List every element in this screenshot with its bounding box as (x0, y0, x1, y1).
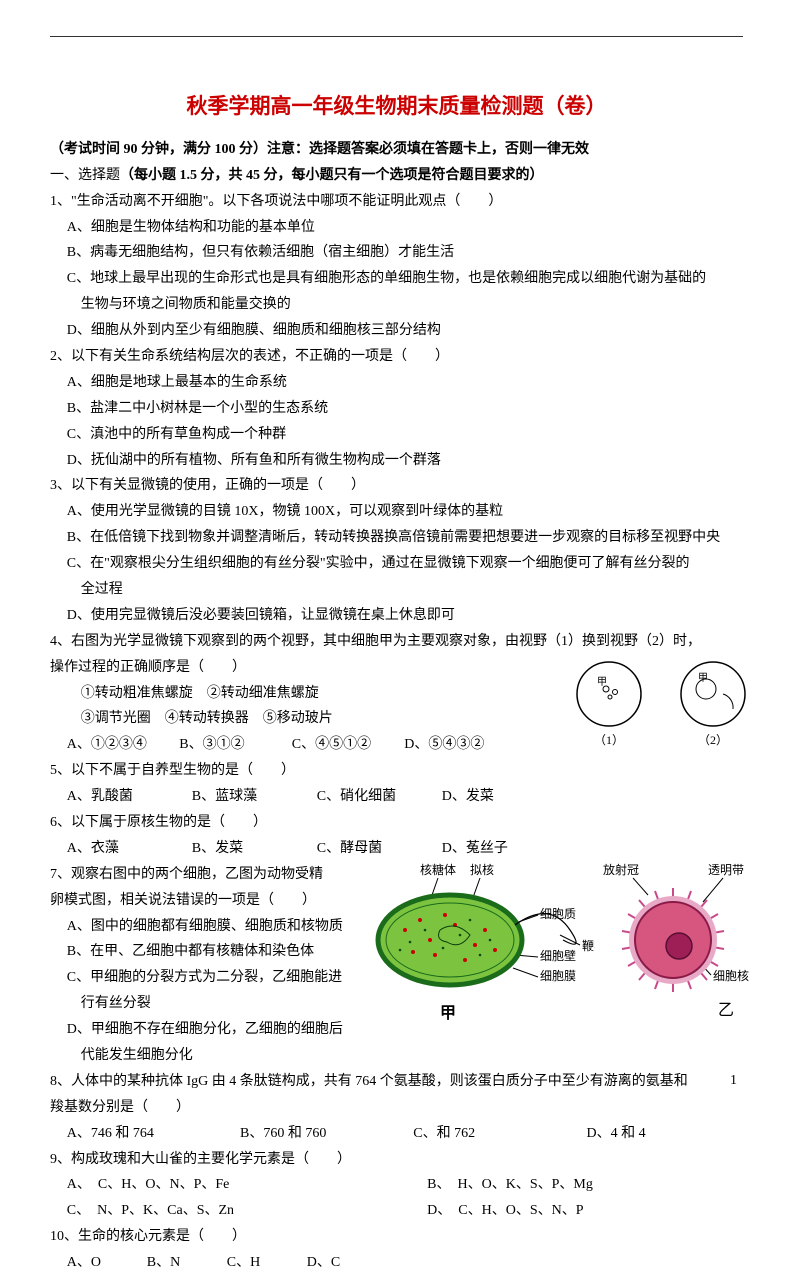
q8-c: C、和 762 (397, 1121, 570, 1147)
label-corona: 放射冠 (603, 862, 639, 877)
q5-stem: 5、以下不属于自养型生物的是（ ） (50, 758, 743, 784)
section-1-heading: 一、选择题（每小题 1.5 分，共 45 分，每小题只有一个选项是符合题目要求的… (50, 163, 743, 189)
q4-c: C、④⑤①② (275, 732, 388, 758)
top-rule (50, 36, 743, 37)
q1-c-line2: 生物与环境之间物质和能量交换的 (50, 292, 743, 318)
q4-block: 4、右图为光学显微镜下观察到的两个视野，其中细胞甲为主要观察对象，由视野（1）换… (50, 629, 743, 758)
q10-stem: 10、生命的核心元素是（ ） (50, 1224, 743, 1250)
label-zona: 透明带 (708, 863, 744, 877)
section-1-text: 一、选择题 (50, 168, 120, 183)
q8-d: D、4 和 4 (570, 1121, 743, 1147)
label-cell-membrane: 细胞膜 (540, 969, 576, 983)
q8-b: B、760 和 760 (223, 1121, 396, 1147)
q6-stem: 6、以下属于原核生物的是（ ） (50, 810, 743, 836)
label-ribosome: 核糖体 (420, 862, 456, 877)
q2-a: A、细胞是地球上最基本的生命系统 (50, 370, 743, 396)
q4-d: D、⑤④③② (388, 732, 501, 758)
q10-options-row: A、O B、N C、H D、C (50, 1250, 370, 1276)
page-title: 秋季学期高一年级生物期末质量检测题（卷） (50, 88, 743, 127)
q3-a: A、使用光学显微镜的目镜 10X，物镜 100X，可以观察到叶绿体的基粒 (50, 499, 743, 525)
q7-figures: 核糖体 拟核 细胞质 细胞壁 鞭毛 细胞膜 (365, 860, 753, 1030)
q9-b: B、 H、O、K、S、P、Mg (410, 1172, 593, 1198)
q7-text-column: 7、观察右图中的两个细胞，乙图为动物受精 卵模式图，相关说法错误的一项是（ ） … (50, 862, 380, 1069)
q3-d: D、使用完显微镜后没必要装回镜箱，让显微镜在桌上休息即可 (50, 603, 743, 629)
label-cell-wall: 细胞壁 (540, 948, 576, 963)
q9-c: C、 N、P、K、Ca、S、Zn (50, 1198, 410, 1224)
q3-c-line1: C、在"观察根尖分生组织细胞的有丝分裂"实验中，通过在显微镜下观察一个细胞便可了… (50, 551, 743, 577)
label-jia: 甲 (440, 1004, 456, 1022)
q3-stem: 3、以下有关显微镜的使用，正确的一项是（ ） (50, 473, 743, 499)
q7-stem-line2: 卵模式图，相关说法错误的一项是（ ） (50, 888, 380, 914)
q10-c: C、H (210, 1250, 290, 1276)
q4-b: B、③①② (163, 732, 276, 758)
q1-a: A、细胞是生物体结构和功能的基本单位 (50, 215, 743, 241)
q5-a: A、乳酸菌 (50, 784, 175, 810)
page-number: 1 (730, 1068, 737, 1094)
q5-d: D、发菜 (425, 784, 550, 810)
q7-b: B、在甲、乙细胞中都有核糖体和染色体 (50, 939, 380, 965)
q5-options-row: A、乳酸菌 B、蓝球藻 C、硝化细菌 D、发菜 (50, 784, 550, 810)
section-1-bold: （每小题 1.5 分，共 45 分，每小题只有一个选项是符合题目要求的） (120, 168, 544, 183)
q6-c: C、酵母菌 (300, 836, 425, 862)
q8-a: A、746 和 764 (50, 1121, 223, 1147)
egg-cell-icon: 放射冠 透明带 细胞核 (603, 860, 753, 1030)
q10-d: D、C (290, 1250, 370, 1276)
exam-instructions: （考试时间 90 分钟，满分 100 分）注意：选择题答案必须填在答题卡上，否则… (50, 137, 743, 163)
bacteria-cell-icon: 核糖体 拟核 细胞质 细胞壁 鞭毛 细胞膜 (365, 860, 595, 1030)
q9-a: A、 C、H、O、N、P、Fe (50, 1172, 410, 1198)
q4-fig2-char: 甲 (698, 673, 708, 684)
q6-b: B、发菜 (175, 836, 300, 862)
q8-options-row: A、746 和 764 B、760 和 760 C、和 762 D、4 和 4 (50, 1121, 743, 1147)
q7-a: A、图中的细胞都有细胞膜、细胞质和核物质 (50, 914, 380, 940)
q7-d-line2: 代能发生细胞分化 (50, 1043, 380, 1069)
q1-d: D、细胞从外到内至少有细胞膜、细胞质和细胞核三部分结构 (50, 318, 743, 344)
q7-d-line1: D、甲细胞不存在细胞分化，乙细胞的细胞后 (50, 1017, 380, 1043)
q7-stem-line1: 7、观察右图中的两个细胞，乙图为动物受精 (50, 862, 380, 888)
q1-b: B、病毒无细胞结构，但只有依赖活细胞（宿主细胞）才能生活 (50, 240, 743, 266)
q6-options-row: A、衣藻 B、发菜 C、酵母菌 D、菟丝子 (50, 836, 550, 862)
q5-b: B、蓝球藻 (175, 784, 300, 810)
q7-block: 7、观察右图中的两个细胞，乙图为动物受精 卵模式图，相关说法错误的一项是（ ） … (50, 862, 743, 1069)
q2-b: B、盐津二中小树林是一个小型的生态系统 (50, 396, 743, 422)
q7-c-line2: 行有丝分裂 (50, 991, 380, 1017)
q7-c-line1: C、甲细胞的分裂方式为二分裂，乙细胞能进 (50, 965, 380, 991)
q9-d: D、 C、H、O、S、N、P (410, 1198, 583, 1224)
label-nucleus: 细胞核 (713, 969, 749, 983)
q6-d: D、菟丝子 (425, 836, 550, 862)
q8-stem-line1: 8、人体中的某种抗体 IgG 由 4 条肽链构成，共有 764 个氨基酸，则该蛋… (50, 1069, 743, 1095)
q10-b: B、N (130, 1250, 210, 1276)
q4-fig1-label: （1） (569, 729, 649, 751)
label-yi: 乙 (718, 1002, 734, 1019)
q2-d: D、抚仙湖中的所有植物、所有鱼和所有微生物构成一个群落 (50, 448, 743, 474)
q5-c: C、硝化细菌 (300, 784, 425, 810)
label-flagellum: 鞭毛 (582, 939, 595, 953)
label-nucleoid: 拟核 (470, 863, 494, 877)
q4-figures: 甲 （1） 甲 （2） (569, 659, 753, 751)
q1-c-line1: C、地球上最早出现的生命形式也是具有细胞形态的单细胞生物，也是依赖细胞完成以细胞… (50, 266, 743, 292)
q6-a: A、衣藻 (50, 836, 175, 862)
q4-options-row: A、①②③④ B、③①② C、④⑤①② D、⑤④③② (50, 732, 500, 758)
q9-row1: A、 C、H、O、N、P、Fe B、 H、O、K、S、P、Mg (50, 1172, 743, 1198)
q9-stem: 9、构成玫瑰和大山雀的主要化学元素是（ ） (50, 1147, 743, 1173)
q3-b: B、在低倍镜下找到物象并调整清晰后，转动转换器换高倍镜前需要把想要进一步观察的目… (50, 525, 743, 551)
q4-fig1: 甲 （1） (569, 659, 649, 751)
q1-stem: 1、"生命活动离不开细胞"。以下各项说法中哪项不能证明此观点（ ） (50, 189, 743, 215)
q4-fig2-label: （2） (673, 729, 753, 751)
q2-c: C、滇池中的所有草鱼构成一个种群 (50, 422, 743, 448)
q3-c-line2: 全过程 (50, 577, 743, 603)
microscope-view-2-icon: 甲 (673, 659, 753, 729)
microscope-view-1-icon: 甲 (569, 659, 649, 729)
q8-stem-line2: 羧基数分别是（ ） (50, 1095, 743, 1121)
q4-stem-line1: 4、右图为光学显微镜下观察到的两个视野，其中细胞甲为主要观察对象，由视野（1）换… (50, 629, 743, 655)
q9-row2: C、 N、P、K、Ca、S、Zn D、 C、H、O、S、N、P (50, 1198, 743, 1224)
q10-a: A、O (50, 1250, 130, 1276)
q4-fig2: 甲 （2） (673, 659, 753, 751)
q4-a: A、①②③④ (50, 732, 163, 758)
q2-stem: 2、以下有关生命系统结构层次的表述，不正确的一项是（ ） (50, 344, 743, 370)
